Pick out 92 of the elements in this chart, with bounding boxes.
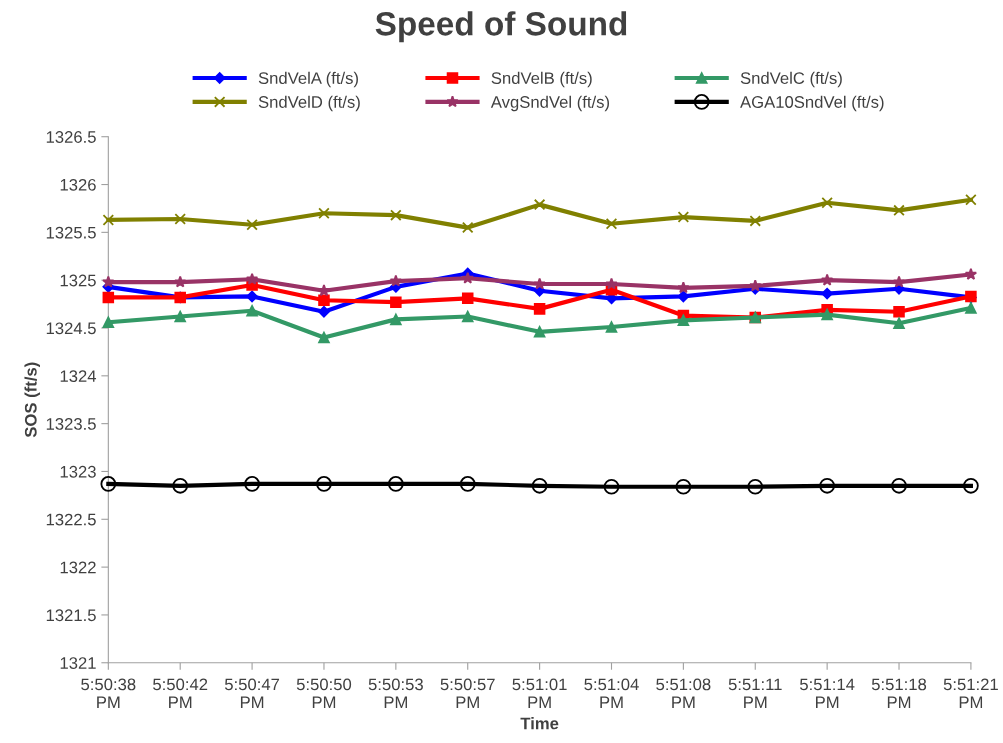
point: [531, 477, 548, 494]
point: [677, 314, 690, 327]
y-tick-label: 1323: [60, 465, 96, 478]
point: [459, 476, 476, 492]
x-tick-label: 5:51:21 PM: [943, 678, 998, 709]
x-axis-title: Time: [520, 717, 559, 730]
point: [102, 316, 115, 329]
point: [675, 478, 692, 495]
point: [318, 331, 330, 344]
legend-label: SndVelA (ft/s): [258, 71, 358, 88]
y-tick-label: 1325.5: [46, 226, 96, 239]
point: [965, 302, 977, 314]
point: [533, 326, 546, 338]
y-tick-label: 1323.5: [46, 418, 96, 430]
x-tick-label: 5:50:47 PM: [224, 678, 280, 709]
point: [965, 194, 977, 206]
point: [533, 198, 546, 211]
y-tick-label: 1324: [60, 370, 97, 383]
point: [677, 281, 690, 294]
point: [100, 476, 117, 492]
point: [893, 204, 905, 217]
x-tick-label: 5:50:38 PM: [81, 678, 136, 709]
legend-label: AGA10SndVel (ft/s): [740, 95, 884, 112]
point: [390, 313, 402, 326]
point: [174, 213, 186, 225]
point: [821, 196, 833, 209]
point: [605, 277, 618, 290]
point: [605, 217, 618, 230]
point: [102, 214, 115, 226]
point: [318, 305, 330, 318]
point: [461, 292, 474, 305]
point: [388, 476, 404, 492]
point: [820, 273, 834, 286]
x-tick-label: 5:51:11 PM: [728, 678, 782, 709]
point: [893, 317, 905, 329]
point: [533, 303, 546, 315]
point: [102, 275, 115, 288]
point: [390, 209, 402, 221]
x-tick-label: 5:50:50 PM: [296, 678, 352, 709]
point: [461, 221, 474, 234]
point: [461, 310, 474, 323]
point: [244, 476, 260, 492]
point: [677, 211, 690, 223]
point: [389, 274, 403, 287]
point: [174, 275, 187, 288]
y-tick-label: 1321: [60, 657, 96, 669]
point: [749, 215, 762, 227]
y-tick-label: 1324.5: [46, 322, 96, 335]
legend-label: SndVelC (ft/s): [740, 71, 842, 88]
point: [318, 294, 330, 307]
x-tick-label: 5:50:57 PM: [440, 678, 495, 709]
x-tick-label: 5:51:14 PM: [800, 678, 855, 709]
point: [603, 478, 620, 495]
x-tick-label: 5:51:08 PM: [656, 678, 711, 709]
x-tick-label: 5:51:18 PM: [871, 678, 927, 709]
y-tick-label: 1325: [60, 274, 96, 287]
point: [102, 291, 115, 304]
y-tick-label: 1326: [60, 178, 96, 191]
point: [390, 296, 402, 308]
point: [245, 272, 259, 285]
y-tick-label: 1322.5: [46, 513, 96, 526]
point: [318, 207, 330, 219]
legend-label: SndVelB (ft/s): [491, 71, 592, 88]
point: [174, 310, 186, 323]
y-tick-label: 1321.5: [46, 609, 96, 622]
y-axis-title: SOS (ft/s): [24, 362, 40, 438]
point: [893, 305, 905, 318]
point: [533, 277, 546, 290]
point: [461, 271, 474, 284]
y-tick-label: 1322: [60, 561, 96, 574]
point: [821, 308, 833, 321]
x-tick-label: 5:51:01 PM: [512, 678, 567, 709]
legend-label: AvgSndVel (ft/s): [490, 95, 609, 112]
point: [316, 476, 332, 492]
point: [819, 477, 835, 494]
point: [821, 287, 833, 300]
point: [891, 477, 907, 494]
legend-label: SndVelD (ft/s): [258, 95, 360, 112]
point: [892, 275, 906, 288]
point: [964, 267, 978, 280]
point: [963, 477, 979, 494]
x-tick-label: 5:50:42 PM: [153, 678, 208, 709]
point: [246, 305, 258, 317]
point: [172, 477, 189, 494]
chart-title: Speed of Sound: [375, 11, 627, 43]
y-tick-label: 1326.5: [46, 131, 96, 143]
x-tick-label: 5:51:04 PM: [584, 678, 639, 709]
point: [246, 290, 258, 303]
point: [747, 478, 764, 495]
point: [605, 321, 618, 333]
x-tick-label: 5:50:53 PM: [368, 678, 423, 709]
point: [246, 218, 258, 231]
